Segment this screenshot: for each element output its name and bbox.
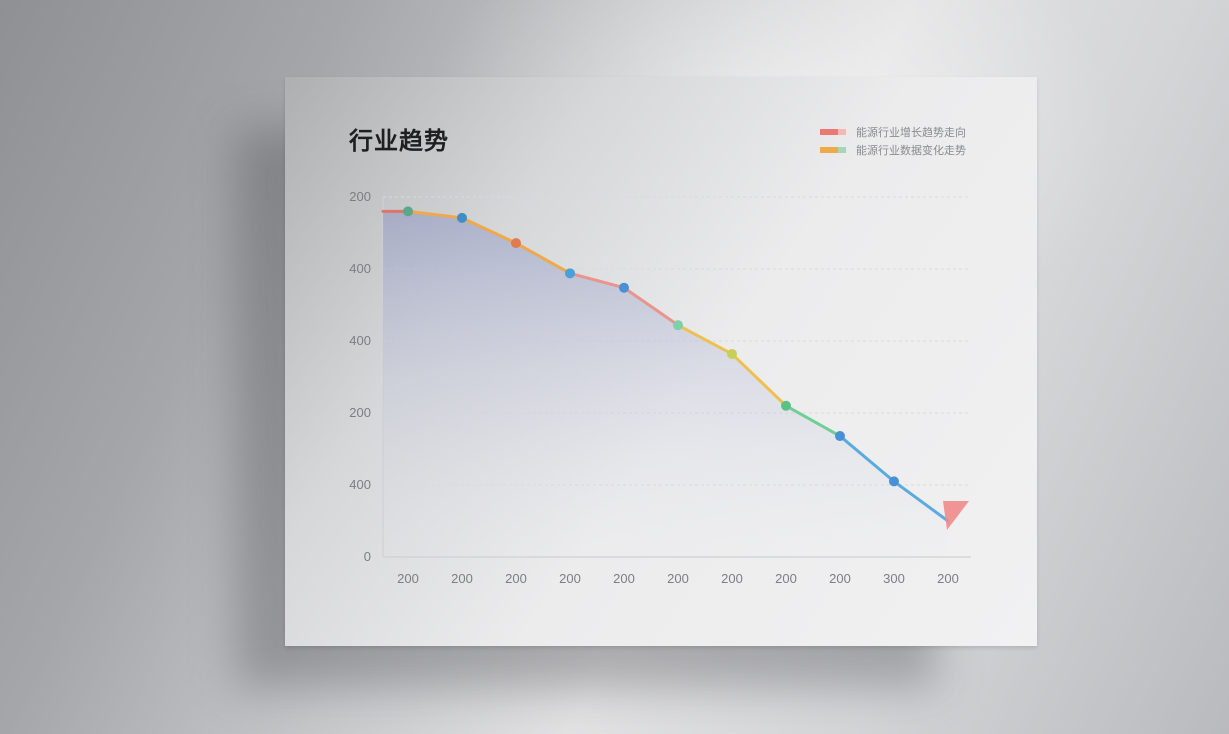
legend: 能源行业增长趋势走向 能源行业数据变化走势 bbox=[820, 123, 966, 159]
legend-item-1: 能源行业增长趋势走向 bbox=[820, 123, 966, 141]
data-point-2 bbox=[511, 238, 521, 249]
y-tick-label-4: 400 bbox=[349, 261, 371, 276]
legend-label-2: 能源行业数据变化走势 bbox=[856, 145, 966, 157]
x-tick-label-5: 200 bbox=[667, 571, 689, 586]
y-tick-label-2: 200 bbox=[349, 405, 371, 420]
x-tick-label-6: 200 bbox=[721, 571, 743, 586]
x-tick-label-7: 200 bbox=[775, 571, 797, 586]
x-tick-label-2: 200 bbox=[505, 571, 527, 586]
data-point-1 bbox=[457, 212, 467, 223]
legend-swatch-1 bbox=[820, 129, 848, 135]
line-segment-9 bbox=[892, 479, 950, 523]
x-tick-label-4: 200 bbox=[613, 571, 635, 586]
line-segment-2 bbox=[514, 241, 572, 275]
y-tick-label-1: 400 bbox=[349, 477, 371, 492]
x-tick-label-8: 200 bbox=[829, 571, 851, 586]
line-segment-6 bbox=[730, 352, 788, 408]
chart-title: 行业趋势 bbox=[349, 128, 449, 155]
y-tick-label-3: 400 bbox=[349, 333, 371, 348]
line-segment-7 bbox=[784, 404, 842, 438]
x-tick-label-9: 300 bbox=[883, 571, 905, 586]
area-fill bbox=[383, 211, 948, 557]
data-point-0 bbox=[403, 206, 413, 217]
legend-swatch-2 bbox=[820, 147, 848, 153]
data-point-3 bbox=[565, 268, 575, 279]
y-tick-label-0: 0 bbox=[364, 549, 371, 564]
line-segment-1 bbox=[460, 216, 518, 245]
line-chart: 0 400 200 400 400 200 200 200 200 200 200 200 200 20… bbox=[349, 189, 971, 586]
data-point-5 bbox=[673, 320, 683, 331]
y-tick-label-5: 200 bbox=[349, 189, 371, 204]
legend-item-2: 能源行业数据变化走势 bbox=[820, 141, 966, 159]
data-point-9 bbox=[889, 476, 899, 487]
data-point-8 bbox=[835, 431, 845, 442]
line-segment-5 bbox=[676, 323, 734, 356]
x-tick-label-3: 200 bbox=[559, 571, 581, 586]
data-point-7 bbox=[781, 400, 791, 411]
line-segment-3 bbox=[568, 271, 626, 290]
legend-label-1: 能源行业增长趋势走向 bbox=[856, 127, 966, 139]
x-tick-label-10: 200 bbox=[937, 571, 959, 586]
line-segment-0 bbox=[406, 209, 464, 220]
x-tick-label-1: 200 bbox=[451, 571, 473, 586]
x-tick-label-0: 200 bbox=[397, 571, 419, 586]
line-segment-4 bbox=[622, 286, 680, 327]
line-segment-8 bbox=[838, 434, 896, 483]
end-marker bbox=[943, 501, 969, 530]
data-point-6 bbox=[727, 348, 737, 359]
data-point-4 bbox=[619, 282, 629, 293]
chart-card: 行业趋势 能源行业增长趋势走向 能源行业数据变化走势 0 400 200 400 400… bbox=[285, 77, 1037, 646]
